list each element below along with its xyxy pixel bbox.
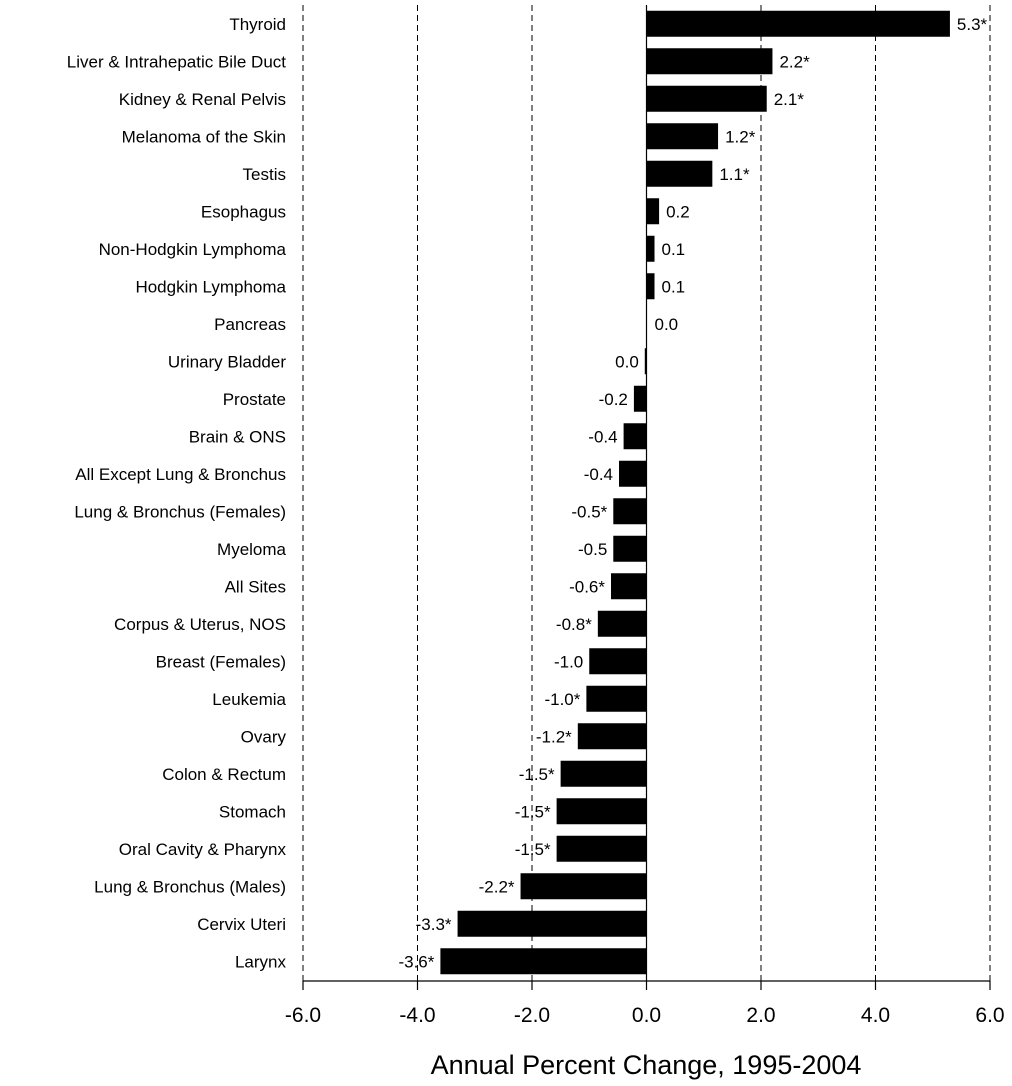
x-tick-label: 6.0 [975,1004,1004,1027]
bar [589,648,647,675]
bar [613,535,647,562]
bar [623,423,647,450]
x-tick-label: -6.0 [285,1004,321,1027]
bar [644,348,647,375]
x-tick-label: -2.0 [514,1004,550,1027]
category-label: Lung & Bronchus (Females) [74,502,286,521]
value-label: 5.3* [957,15,988,34]
category-label: Breast (Females) [156,652,286,671]
x-axis: -6.0 -4.0 -2.0 0.0 2.0 4.0 6.0 [285,980,1005,1027]
category-label: Lung & Bronchus (Males) [94,877,286,896]
gridlines [302,5,991,981]
x-axis-title: Annual Percent Change, 1995-2004 [431,1050,862,1080]
bar [646,48,773,75]
bar [646,198,660,225]
category-label: Urinary Bladder [168,352,286,371]
bar [619,460,647,487]
value-label: -1.2* [536,727,572,746]
category-label: Stomach [219,802,286,821]
value-label: 1.1* [719,165,750,184]
category-label: Colon & Rectum [162,765,286,784]
bar [586,685,647,712]
value-label: -1.5* [515,802,551,821]
category-label: Esophagus [201,202,286,221]
value-label: 0.2 [666,202,690,221]
x-tick-label: 0.0 [632,1004,661,1027]
bar [611,573,647,600]
value-label: 0.0 [655,315,679,334]
bar [646,123,719,150]
category-label: Myeloma [217,540,287,559]
bar [556,798,647,825]
bar [520,873,647,900]
category-label: Oral Cavity & Pharynx [119,840,287,859]
bar [646,273,655,300]
bar [597,610,647,637]
value-label: 0.1 [662,240,686,259]
category-label: Cervix Uteri [197,915,286,934]
category-label: Hodgkin Lymphoma [135,277,286,296]
category-label: Larynx [235,952,287,971]
category-label: Brain & ONS [189,427,286,446]
bar [556,835,647,862]
category-label: Testis [243,165,286,184]
bar [440,948,647,975]
value-label: 0.1 [662,277,686,296]
value-label: -0.4 [584,465,613,484]
x-tick-label: 2.0 [746,1004,775,1027]
value-labels: 5.3* 2.2* 2.1* 1.2* 1.1* 0.2 0.1 0.1 0.0 0.0 -0.2 -… [398,15,987,972]
category-label: Corpus & Uterus, NOS [114,615,286,634]
value-label: -1.5* [519,765,555,784]
value-label: -3.6* [398,952,434,971]
category-label: Non-Hodgkin Lymphoma [99,240,287,259]
value-label: -0.8* [556,615,592,634]
value-label: -0.2 [599,390,628,409]
value-label: -0.6* [569,577,605,596]
value-label: 2.2* [779,52,810,71]
category-label: Thyroid [229,15,286,34]
category-label: Pancreas [214,315,286,334]
bars [440,10,950,975]
value-label: -1.0 [554,652,583,671]
bar [646,235,655,262]
x-tick-label: 4.0 [861,1004,890,1027]
value-label: -0.5 [578,540,607,559]
value-label: 0.0 [615,352,639,371]
value-label: -1.5* [515,840,551,859]
category-label: Leukemia [212,690,286,709]
value-label: -0.5* [571,502,607,521]
bar [577,723,647,750]
bar [646,160,713,187]
category-label: Prostate [223,390,286,409]
category-labels: Thyroid Liver & Intrahepatic Bile Duct Kid… [67,15,287,972]
category-label: Melanoma of the Skin [122,127,286,146]
value-label: 1.2* [725,127,756,146]
value-label: -3.3* [416,915,452,934]
value-label: 2.1* [774,90,805,109]
value-label: -0.4 [588,427,617,446]
bar [646,10,950,37]
category-label: Liver & Intrahepatic Bile Duct [67,52,286,71]
category-label: Ovary [241,727,287,746]
value-label: -2.2* [479,877,515,896]
value-label: -1.0* [544,690,580,709]
bar [633,385,647,412]
bar [457,910,647,937]
bar [560,760,647,787]
x-tick-label: -4.0 [399,1004,435,1027]
category-label: All Except Lung & Bronchus [75,465,286,484]
bar [646,85,767,112]
category-label: All Sites [225,577,286,596]
bar [613,498,647,525]
category-label: Kidney & Renal Pelvis [119,90,286,109]
